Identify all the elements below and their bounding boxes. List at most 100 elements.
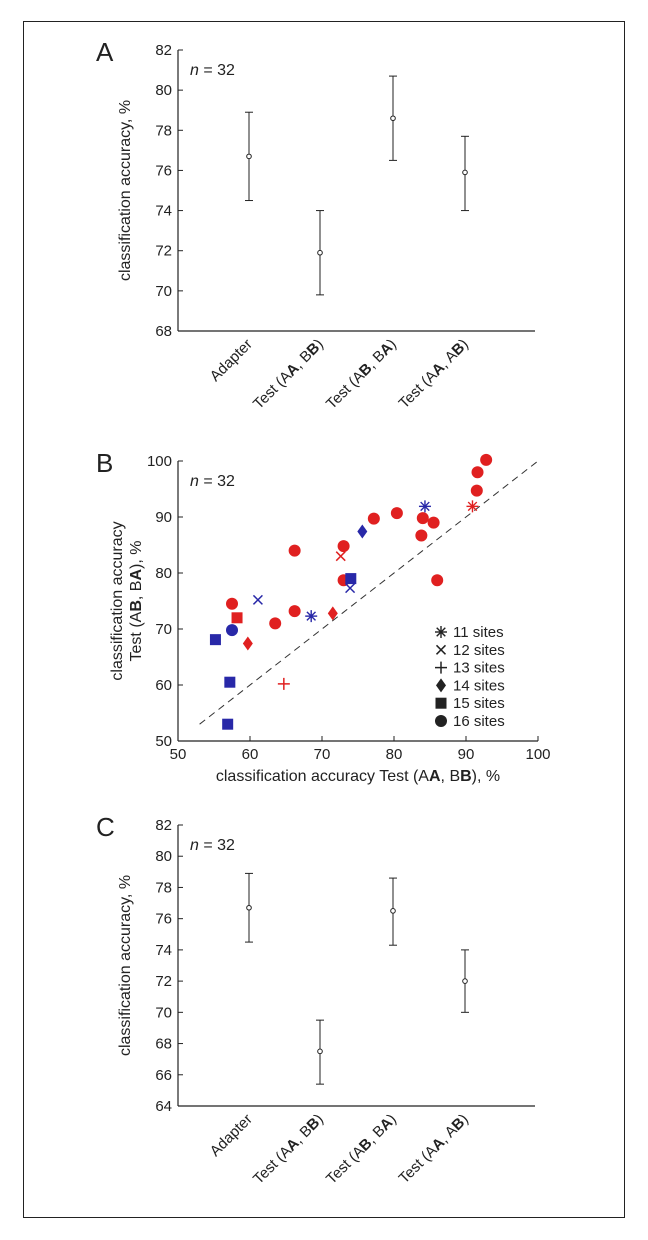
mean-marker-a (317, 249, 323, 256)
legend-marker-x (435, 644, 447, 655)
y-tick-label-b: 100 (147, 453, 172, 470)
y-tick-label-c: 68 (155, 1036, 172, 1053)
x-b (252, 594, 263, 605)
point-square (224, 676, 236, 688)
point-diamond (327, 606, 338, 621)
point-square (222, 718, 234, 730)
y-axis-label-c: classification accuracy, % (117, 875, 134, 1056)
sample-size-italic-n: n (190, 837, 199, 854)
x-category-label-a: Test (AA, AB) (396, 336, 472, 412)
y-tick-label-b: 80 (155, 565, 172, 582)
panel-letter-a: A (96, 37, 114, 67)
point-circle (480, 453, 493, 466)
y-tick-label-a: 70 (155, 283, 172, 300)
y-axis-label-line2-b: Test (AB, BA), % (128, 541, 145, 662)
point-x (335, 551, 346, 562)
x-category-label-a: Adapter (207, 336, 256, 385)
y-axis-label-line2-b-run-0: Test (A (128, 611, 145, 661)
x-axis-label-b-run-1: A (429, 768, 441, 785)
point-square (345, 573, 357, 585)
mean-marker-a (390, 115, 396, 122)
y-tick-label-a: 76 (155, 162, 172, 179)
point-circle (226, 624, 238, 637)
y-tick-label-b: 70 (155, 621, 172, 638)
panel-a: 68 70 72 74 76 78 80 82 classification accuracy,… (96, 37, 535, 413)
y-tick-label-c: 76 (155, 911, 172, 928)
y-tick-label-a: 80 (155, 82, 172, 99)
y-tick-label-c: 82 (155, 817, 172, 834)
point-circle (226, 597, 238, 610)
panel-letter-b: B (96, 448, 113, 478)
x-category-label-a-run-0: Test (A (323, 368, 368, 413)
figure-frame (23, 21, 625, 1218)
x-category-label-c: Test (AA, BB) (250, 1111, 327, 1188)
x-tick-label-b: 50 (170, 746, 187, 763)
point-asterisk (466, 500, 479, 513)
x-axis-label-b-run-4: ), % (472, 768, 500, 785)
sample-size-italic-n: n (190, 62, 199, 79)
sample-size-italic-n: n (190, 473, 199, 490)
sample-size-value: = 32 (199, 62, 235, 79)
point-circle (415, 529, 428, 542)
y-tick-label-b: 50 (155, 733, 172, 750)
point-circle (288, 544, 301, 557)
point-x (345, 583, 356, 594)
legend-marker-circle (435, 715, 447, 727)
mean-marker-a (462, 169, 468, 176)
x-category-label-c-run-0: Test (A (323, 1143, 368, 1188)
y-tick-label-a: 68 (155, 323, 172, 340)
y-tick-label-a: 78 (155, 122, 172, 139)
point-square (209, 634, 221, 646)
legend-label: 13 sites (453, 660, 505, 677)
x-category-label-c: Test (AB, BA) (323, 1111, 400, 1188)
y-axis-label-a: classification accuracy, % (117, 100, 134, 281)
x-axis-label-b-run-3: B (460, 768, 472, 785)
point-asterisk (418, 500, 431, 513)
sample-size-annotation-a: n = 32 (190, 62, 235, 79)
x-b (345, 583, 356, 594)
point-plus (277, 677, 290, 690)
x-category-label-c-run-0: Test (A (250, 1143, 295, 1188)
y-axis-label-line2-b-run-3: A (128, 569, 145, 581)
point-circle (431, 574, 444, 587)
y-tick-label-c: 80 (155, 848, 172, 865)
y-tick-label-c: 78 (155, 879, 172, 896)
x-category-label-c: Adapter (207, 1111, 256, 1160)
x-tick-label-b: 100 (525, 746, 550, 763)
sample-size-value: = 32 (199, 837, 235, 854)
point-circle (288, 605, 301, 618)
y-tick-label-c: 72 (155, 973, 172, 990)
legend-marker-square (435, 697, 447, 709)
panel-c: 64 66 68 70 72 74 76 78 80 82 classification accur… (96, 812, 535, 1188)
x-category-label-a: Test (AA, BB) (250, 336, 327, 413)
legend-label: 12 sites (453, 642, 505, 659)
mean-marker-c (390, 908, 396, 914)
y-tick-label-c: 70 (155, 1004, 172, 1021)
point-circle (367, 512, 380, 525)
x-axis-label-b: classification accuracy Test (AA, BB), % (216, 768, 500, 785)
point-asterisk (305, 610, 318, 623)
legend-label: 16 sites (453, 713, 505, 730)
x-category-label-a-run-0: Test (A (250, 368, 295, 413)
sample-size-annotation-b: n = 32 (190, 473, 235, 490)
point-circle (416, 512, 429, 525)
legend-label: 15 sites (453, 695, 505, 712)
ast-b (467, 501, 478, 512)
point-diamond (242, 636, 253, 651)
y-axis-label-line2-b-run-4: ), % (128, 541, 145, 569)
point-diamond (357, 524, 368, 539)
ast-b (420, 501, 430, 512)
legend-marker-diamond (436, 678, 446, 693)
mean-marker-c (462, 978, 468, 984)
y-tick-label-a: 74 (155, 203, 172, 220)
x-category-label-c-run-0: Test (A (396, 1142, 441, 1187)
x-tick-label-b: 90 (458, 746, 475, 763)
y-axis-label-line2-b-run-2: , B (128, 581, 145, 601)
y-tick-label-b: 60 (155, 677, 172, 694)
x-tick-label-b: 60 (242, 746, 259, 763)
y-tick-label-b: 90 (155, 509, 172, 526)
legend-marker-asterisk (435, 626, 447, 638)
y-tick-label-c: 66 (155, 1067, 172, 1084)
x-b (435, 644, 447, 655)
